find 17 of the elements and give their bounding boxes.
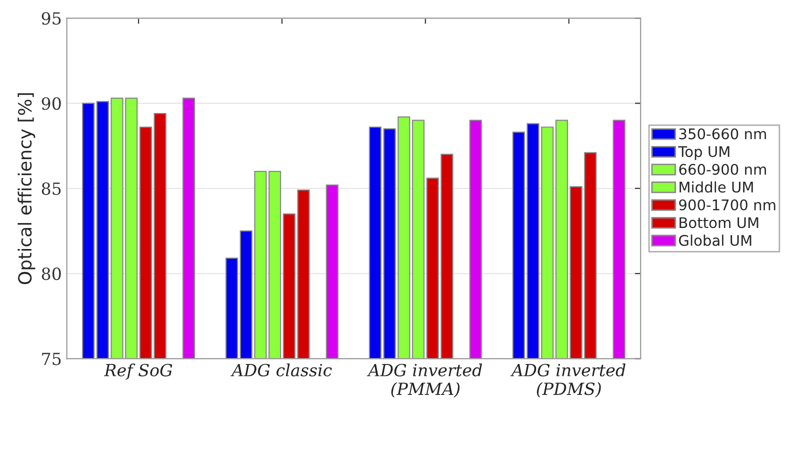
legend-label: Top UM [678, 146, 730, 160]
legend-label: Bottom UM [680, 217, 758, 228]
x-tick-label: ADG inverted (PMMA) [366, 364, 482, 398]
y-tick-label: 85 [42, 182, 61, 195]
x-tick-label: ADG inverted (PDMS) [510, 364, 626, 398]
legend-label: Middle UM [680, 181, 753, 193]
legend-label: 900-1700 nm [679, 199, 776, 210]
y-tick-label: 90 [42, 97, 61, 110]
y-axis-title: Optical efficiency [%] [18, 93, 36, 284]
y-tick-label: 95 [42, 12, 61, 25]
x-tick-label: Ref SoG [104, 364, 172, 380]
legend-label: 350-660 nm [679, 128, 766, 140]
y-tick-label: 75 [42, 352, 61, 366]
legend-label: Global UM [679, 234, 752, 246]
y-tick-label: 80 [42, 267, 61, 280]
legend-label: 660-900 nm [679, 164, 766, 175]
x-tick-label: ADG classic [230, 364, 332, 376]
